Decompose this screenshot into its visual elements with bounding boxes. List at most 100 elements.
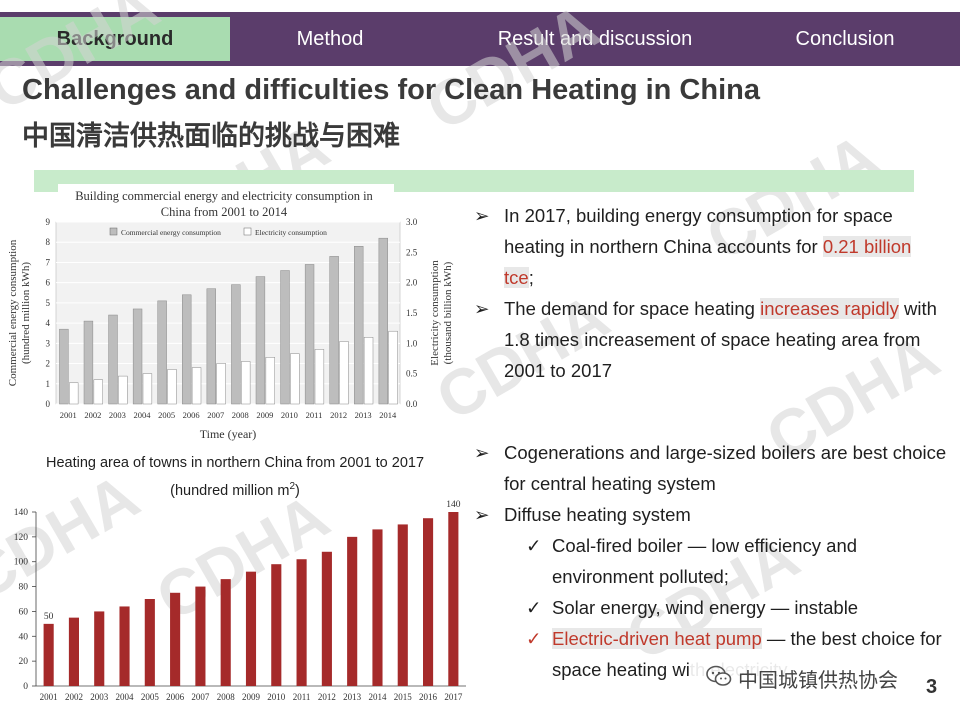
y-tick-label: 0 bbox=[23, 682, 28, 692]
y-tick-label: 9 bbox=[46, 217, 51, 227]
tab-result-and-discussion[interactable]: Result and discussion bbox=[497, 28, 693, 50]
x-tick-label: 2010 bbox=[281, 410, 298, 420]
bar-electricity bbox=[142, 373, 153, 405]
x-tick-label: 2016 bbox=[419, 692, 438, 702]
y-tick-label: 3 bbox=[46, 338, 51, 348]
bar-heating-area bbox=[245, 571, 257, 686]
bar-heating-area bbox=[372, 529, 383, 686]
bullet-item: ➢ The demand for space heating increases… bbox=[474, 293, 944, 386]
y-axis-label: Commercial energy consumption(hundred mi… bbox=[7, 239, 32, 386]
bullet-text: with 1.8 times increasement of space hea… bbox=[504, 298, 937, 381]
x-tick-label: 2006 bbox=[166, 692, 185, 702]
bar-commercial-energy bbox=[157, 300, 167, 405]
bar-electricity bbox=[93, 379, 103, 405]
x-tick-label: 2012 bbox=[318, 692, 336, 702]
chart-subtitle-suffix: ) bbox=[295, 482, 300, 499]
bullet-text: Cogenerations and large-sized boilers ar… bbox=[504, 442, 947, 494]
bar-commercial-energy bbox=[231, 284, 241, 405]
chart-heating-area-title: Heating area of towns in northern China … bbox=[10, 452, 460, 503]
x-tick-label: 2014 bbox=[368, 692, 387, 702]
tab-background[interactable]: Background bbox=[0, 17, 230, 61]
organization-name: 中国城镇供热协会 bbox=[738, 668, 898, 692]
bar-commercial-energy bbox=[304, 264, 315, 405]
x-tick-label: 2013 bbox=[355, 410, 372, 420]
chart-title-backdrop bbox=[58, 184, 394, 222]
bar-electricity bbox=[191, 367, 202, 405]
bar-commercial-energy bbox=[206, 288, 216, 405]
y-tick-label: 8 bbox=[46, 237, 51, 247]
arrow-bullet-icon: ➢ bbox=[474, 298, 490, 319]
y-tick-label: 6 bbox=[46, 278, 51, 288]
tab-conclusion[interactable]: Conclusion bbox=[795, 28, 895, 50]
bar-electricity bbox=[241, 361, 251, 405]
bullet-item: ➢ In 2017, building energy consumption f… bbox=[474, 200, 944, 293]
bar-commercial-energy bbox=[255, 276, 266, 405]
x-tick-label: 2005 bbox=[141, 692, 160, 702]
bar-commercial-energy bbox=[83, 320, 94, 405]
bar-heating-area bbox=[448, 512, 459, 686]
x-tick-label: 2011 bbox=[293, 692, 311, 702]
sub-bullet-item: ✓ Coal-fired boiler — low efficiency and… bbox=[474, 530, 954, 592]
y2-tick-label: 0.5 bbox=[406, 369, 418, 379]
legend-label: Electricity consumption bbox=[255, 228, 327, 237]
bar-electricity bbox=[216, 363, 226, 405]
bar-commercial-energy bbox=[108, 314, 118, 405]
page-title: Challenges and difficulties for Clean He… bbox=[22, 74, 760, 106]
x-tick-label: 2007 bbox=[191, 692, 210, 702]
x-tick-label: 2012 bbox=[330, 410, 347, 420]
bar-heating-area bbox=[170, 592, 181, 686]
bar-heating-area bbox=[144, 599, 155, 686]
bar-electricity bbox=[388, 330, 398, 405]
x-tick-label: 2005 bbox=[158, 410, 175, 420]
chart-heating-area: 0 20 40 60 80 100 120 140 2001 50 2002 2003 2004 2005… bbox=[14, 500, 466, 702]
bar-heating-area bbox=[321, 551, 332, 686]
bullet-text: Diffuse heating system bbox=[504, 504, 691, 525]
top-navigation-bar: Background Method Result and discussion … bbox=[0, 12, 960, 66]
chart-subtitle-line: (hundred million m2) bbox=[10, 475, 460, 503]
y-tick-label: 7 bbox=[46, 257, 51, 267]
bullet-item: ➢ Diffuse heating system bbox=[474, 499, 954, 530]
x-tick-label: 2003 bbox=[90, 692, 109, 702]
bar-electricity bbox=[118, 375, 128, 405]
y-tick-label: 2 bbox=[46, 359, 51, 369]
x-tick-label: 2015 bbox=[394, 692, 413, 702]
tab-method[interactable]: Method bbox=[296, 28, 364, 50]
x-tick-label: 2004 bbox=[116, 692, 135, 702]
highlight-text: increases rapidly bbox=[760, 298, 899, 319]
bar-commercial-energy bbox=[132, 308, 143, 405]
bullet-text: In 2017, building energy consumption for… bbox=[504, 205, 893, 257]
bar-heating-area bbox=[296, 559, 307, 686]
page-number: 3 bbox=[926, 676, 938, 698]
y-tick-label: 4 bbox=[46, 318, 51, 328]
wechat-icon bbox=[706, 665, 732, 686]
bullet-item: ➢ Cogenerations and large-sized boilers … bbox=[474, 437, 954, 499]
x-tick-label: 2011 bbox=[306, 410, 323, 420]
y2-axis-label: Electricity consumption(thousand billion… bbox=[429, 260, 454, 366]
check-icon: ✓ bbox=[526, 535, 542, 556]
y2-tick-label: 1.0 bbox=[406, 338, 418, 348]
y-tick-label: 5 bbox=[46, 298, 51, 308]
bar-electricity bbox=[314, 349, 325, 405]
arrow-bullet-icon: ➢ bbox=[474, 205, 490, 226]
y-tick-label: 20 bbox=[19, 657, 29, 667]
bar-electricity bbox=[339, 341, 349, 405]
y-tick-label: 1 bbox=[46, 379, 51, 389]
page-title-chinese: 中国清洁供热面临的挑战与困难 bbox=[22, 121, 400, 152]
sub-bullet-item: ✓ Solar energy, wind energy — instable bbox=[474, 592, 954, 623]
bar-heating-area bbox=[423, 518, 434, 686]
chart-energy-consumption: Building commercial energy and electrici… bbox=[7, 184, 454, 441]
bar-heating-area bbox=[397, 524, 408, 686]
y-tick-label: 0 bbox=[46, 399, 51, 409]
legend-swatch bbox=[243, 227, 252, 236]
x-tick-label: 2003 bbox=[109, 410, 126, 420]
bullet-text: The demand for space heating bbox=[504, 298, 761, 319]
chart-title: Building commercial energy and electrici… bbox=[75, 189, 373, 203]
y2-tick-label: 1.5 bbox=[406, 308, 418, 318]
bar-heating-area bbox=[94, 611, 105, 686]
bar-commercial-energy bbox=[354, 246, 364, 405]
arrow-bullet-icon: ➢ bbox=[474, 504, 490, 525]
chart-subtitle-prefix: (hundred million m bbox=[170, 482, 290, 499]
x-tick-label: 2002 bbox=[65, 692, 83, 702]
bullet-text: ; bbox=[528, 267, 534, 288]
x-tick-label: 2008 bbox=[232, 410, 249, 420]
